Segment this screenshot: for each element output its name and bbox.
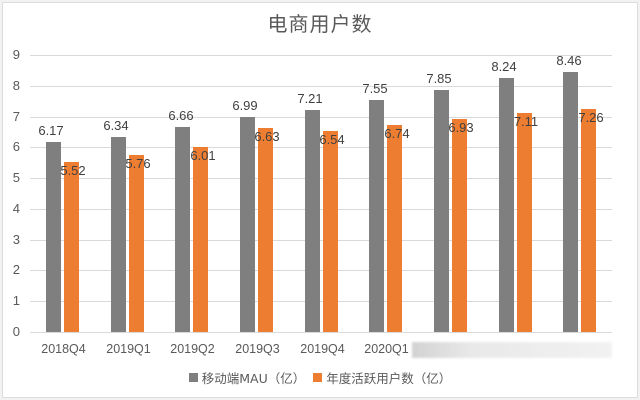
y-tick-label: 9: [12, 47, 20, 62]
legend-label: 移动端MAU（亿）: [201, 371, 306, 386]
gridline: [30, 147, 612, 148]
y-tick-label: 7: [12, 109, 20, 124]
bar-mau: [111, 137, 126, 332]
bar-mau: [305, 110, 320, 332]
data-label: 5.76: [125, 156, 151, 171]
data-label: 6.99: [232, 98, 258, 113]
bar-annual-active: [452, 119, 467, 332]
bar-annual-active: [64, 162, 79, 332]
bar-annual-active: [258, 128, 273, 332]
bar-annual-active: [193, 147, 208, 332]
x-tick-label: 2020Q1: [364, 342, 409, 356]
gridline: [30, 86, 612, 87]
data-label: 8.46: [556, 53, 582, 68]
data-label: 7.26: [578, 110, 604, 125]
bar-mau: [499, 78, 514, 332]
bar-mau: [563, 72, 578, 332]
data-label: 7.21: [297, 91, 323, 106]
y-tick-label: 4: [12, 201, 20, 216]
data-label: 6.17: [38, 123, 64, 138]
bar-mau: [175, 127, 190, 332]
bar-mau: [369, 100, 384, 332]
chart-title: 电商用户数: [267, 12, 373, 36]
data-label: 6.93: [448, 120, 474, 135]
x-tick-label: 2019Q3: [235, 342, 280, 356]
watermark-blur: [412, 342, 612, 358]
y-tick-label: 0: [12, 324, 20, 339]
gridline: [30, 270, 612, 271]
data-label: 6.34: [103, 118, 129, 133]
bar-mau: [46, 142, 61, 332]
legend-swatch-orange: [313, 373, 323, 382]
gridline: [30, 332, 612, 333]
gridline: [30, 117, 612, 118]
legend-label: 年度活跃用户数（亿）: [326, 371, 452, 386]
gridline: [30, 209, 612, 210]
data-label: 6.01: [190, 148, 216, 163]
y-tick-label: 2: [12, 262, 20, 277]
legend: 移动端MAU（亿） 年度活跃用户数（亿）: [0, 368, 640, 387]
x-tick-label: 2019Q4: [300, 342, 345, 356]
bar-annual-active: [129, 155, 144, 332]
x-tick-label: 2019Q2: [170, 342, 215, 356]
legend-swatch-gray: [188, 373, 198, 382]
data-label: 6.63: [254, 129, 280, 144]
gridline: [30, 178, 612, 179]
legend-item-annual-active: 年度活跃用户数（亿）: [313, 368, 451, 387]
y-tick-label: 3: [12, 232, 20, 247]
data-label: 7.55: [362, 81, 388, 96]
y-tick-label: 8: [12, 78, 20, 93]
gridline: [30, 55, 612, 56]
gridline: [30, 301, 612, 302]
x-tick-label: 2019Q1: [106, 342, 151, 356]
bar-annual-active: [517, 113, 532, 332]
bar-annual-active: [323, 131, 338, 332]
y-tick-label: 1: [12, 293, 20, 308]
legend-item-mau: 移动端MAU（亿）: [188, 368, 306, 387]
bar-annual-active: [581, 109, 596, 332]
data-label: 8.24: [491, 59, 517, 74]
bar-mau: [434, 90, 449, 332]
bar-mau: [240, 117, 255, 332]
data-label: 7.85: [426, 71, 452, 86]
data-label: 6.74: [384, 126, 410, 141]
x-tick-label: 2018Q4: [41, 342, 86, 356]
data-label: 5.52: [60, 163, 86, 178]
data-label: 6.54: [319, 132, 345, 147]
y-tick-label: 5: [12, 170, 20, 185]
y-tick-label: 6: [12, 139, 20, 154]
gridline: [30, 240, 612, 241]
data-label: 6.66: [168, 108, 194, 123]
data-label: 7.11: [513, 114, 539, 129]
bar-annual-active: [387, 125, 402, 332]
